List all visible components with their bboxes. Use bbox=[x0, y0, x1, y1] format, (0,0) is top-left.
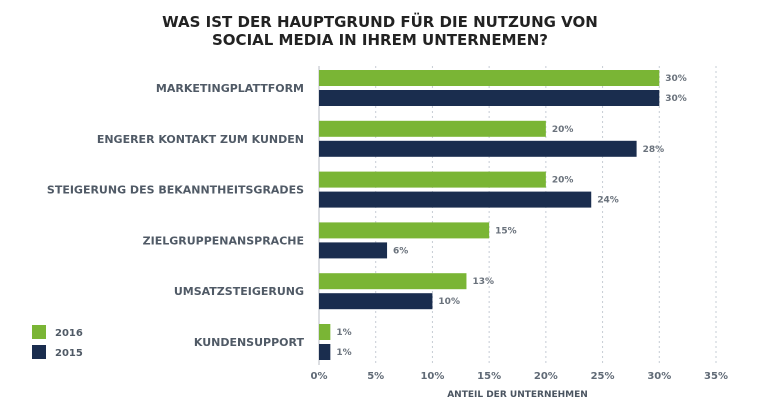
x-tick-label: 35% bbox=[704, 371, 728, 382]
bar-2015 bbox=[319, 90, 660, 106]
category-label: UMSATZSTEIGERUNG bbox=[174, 285, 304, 298]
legend-swatch-2015 bbox=[32, 345, 46, 359]
x-tick-label: 15% bbox=[477, 371, 501, 382]
data-label: 20% bbox=[552, 125, 574, 135]
bar-2016 bbox=[319, 171, 546, 188]
legend-label: 2016 bbox=[55, 328, 83, 339]
bar-2016 bbox=[319, 120, 546, 137]
chart-title: WAS IST DER HAUPTGRUND FÜR DIE NUTZUNG V… bbox=[162, 12, 598, 49]
category-label: STEIGERUNG DES BEKANNTHEITSGRADES bbox=[47, 184, 304, 197]
bar-2016 bbox=[319, 222, 490, 239]
data-label: 1% bbox=[336, 328, 351, 338]
x-tick-label: 10% bbox=[420, 371, 444, 382]
data-label: 20% bbox=[552, 176, 574, 186]
data-label: 6% bbox=[393, 246, 408, 256]
category-labels: MARKETINGPLATTFORM ENGERER KONTAKT ZUM KU… bbox=[47, 82, 305, 349]
category-label: KUNDENSUPPORT bbox=[194, 336, 305, 349]
data-label: 13% bbox=[472, 277, 494, 287]
data-label: 30% bbox=[665, 74, 687, 84]
x-tick-label: 30% bbox=[647, 371, 671, 382]
data-label: 24% bbox=[597, 196, 619, 206]
x-tick-label: 25% bbox=[591, 371, 615, 382]
data-label: 10% bbox=[438, 297, 460, 307]
bar-2016 bbox=[319, 70, 660, 86]
category-label: ZIELGRUPPENANSPRACHE bbox=[143, 234, 304, 247]
x-axis-ticks: 0% 5% 10% 15% 20% 25% 30% 35% bbox=[311, 371, 728, 382]
data-label: 15% bbox=[495, 226, 517, 236]
bar-2015 bbox=[319, 242, 388, 259]
grid bbox=[318, 66, 717, 365]
bar-2015 bbox=[319, 140, 637, 157]
data-label: 30% bbox=[665, 94, 687, 104]
x-tick-label: 5% bbox=[367, 371, 384, 382]
bar-2016 bbox=[319, 273, 467, 290]
x-axis-title: ANTEIL DER UNTERNEHMEN bbox=[447, 390, 588, 400]
bars: 30% 30% 20% 28% 20% 24% 15% 6% 13% 10% 1% 1% bbox=[319, 70, 687, 360]
x-tick-label: 20% bbox=[534, 371, 558, 382]
bar-2015 bbox=[319, 344, 331, 360]
category-label: MARKETINGPLATTFORM bbox=[156, 82, 304, 95]
bar-2015 bbox=[319, 293, 433, 310]
legend-label: 2015 bbox=[55, 348, 83, 359]
chart-title-line-2: SOCIAL MEDIA IN IHREM UNTERNEMEN? bbox=[212, 31, 548, 49]
legend-swatch-2016 bbox=[32, 325, 46, 339]
category-label: ENGERER KONTAKT ZUM KUNDEN bbox=[97, 133, 304, 146]
x-tick-label: 0% bbox=[311, 371, 328, 382]
chart-title-line-1: WAS IST DER HAUPTGRUND FÜR DIE NUTZUNG V… bbox=[162, 12, 598, 31]
data-label: 28% bbox=[643, 145, 665, 155]
bar-2016 bbox=[319, 324, 331, 340]
bar-2015 bbox=[319, 191, 592, 208]
data-label: 1% bbox=[336, 348, 351, 358]
legend: 2016 2015 bbox=[32, 325, 83, 359]
